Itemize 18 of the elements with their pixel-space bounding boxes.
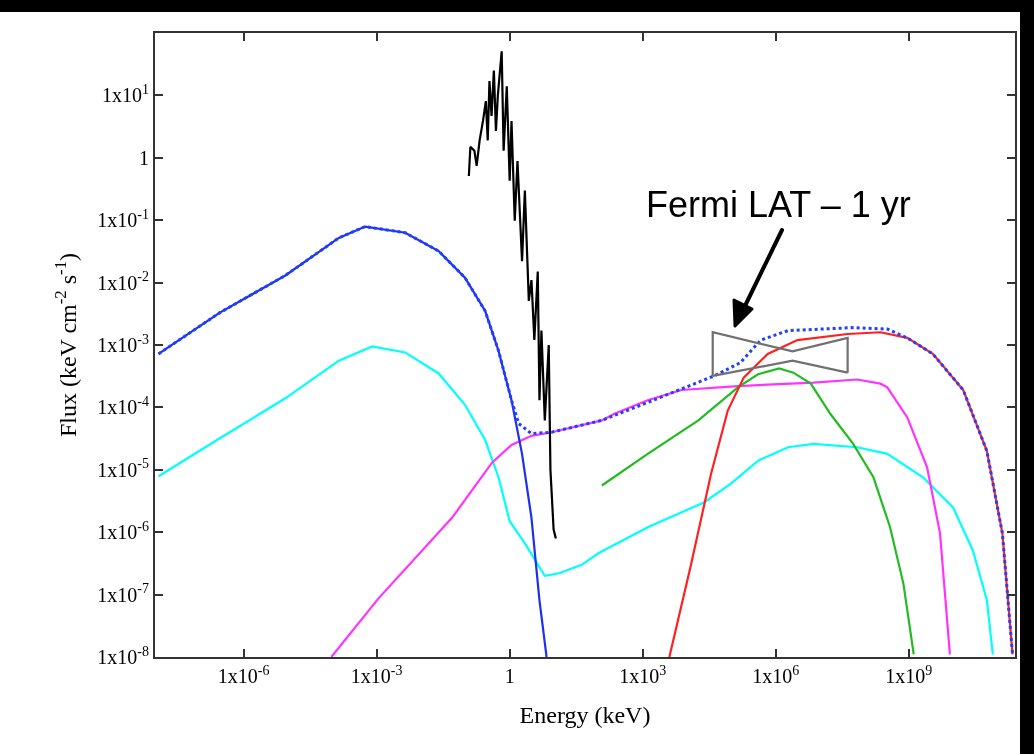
y-tick-label: 1x10$^{-4}$ bbox=[97, 394, 149, 419]
x-tick-label: 1x10$^{9}$ bbox=[885, 662, 933, 687]
x-tick-label: 1x10$^{3}$ bbox=[619, 662, 667, 687]
y-tick-label: 1x10$^{-6}$ bbox=[97, 518, 149, 544]
y-tick-label: 1x10$^{1}$ bbox=[102, 82, 149, 107]
x-tick-label: 1 bbox=[504, 665, 515, 687]
x-tick-label: 1x10$^{6}$ bbox=[752, 662, 800, 687]
x-tick-label: 1x10$^{-3}$ bbox=[350, 662, 403, 687]
y-tick-label: 1x10$^{-3}$ bbox=[97, 331, 149, 356]
y-tick-label: 1x10$^{-8}$ bbox=[97, 643, 149, 668]
y-tick-label: 1x10$^{-1}$ bbox=[97, 206, 149, 232]
x-tick-label: 1x10$^{-6}$ bbox=[217, 662, 270, 687]
y-tick-label: 1x10$^{-2}$ bbox=[97, 269, 149, 294]
annotation: Fermi LAT – 1 yr bbox=[646, 184, 911, 225]
x-axis-title: Energy (keV) bbox=[519, 701, 651, 728]
y-tick-label: 1 bbox=[139, 146, 149, 169]
y-tick-label: 1x10$^{-5}$ bbox=[97, 456, 149, 481]
y-tick-label: 1x10$^{-7}$ bbox=[97, 581, 149, 606]
